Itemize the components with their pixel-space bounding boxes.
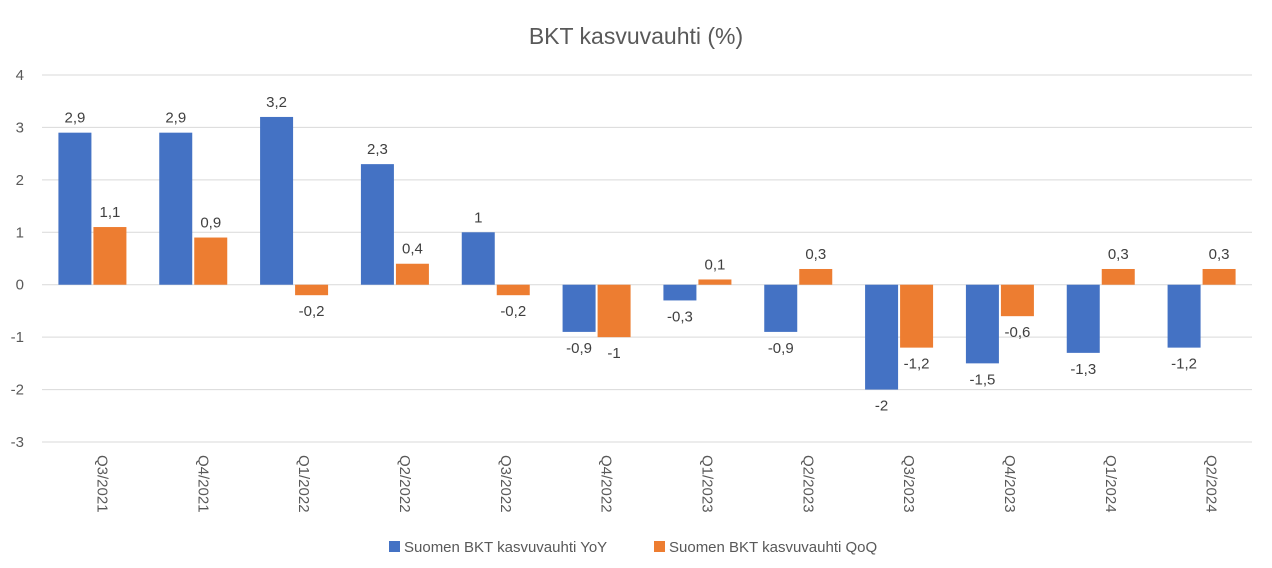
bar-yoy	[965, 284, 999, 364]
bar-qoq	[900, 284, 934, 348]
bar-qoq	[295, 284, 329, 296]
legend-swatch-qoq	[654, 541, 665, 552]
x-tick-label: Q2/2022	[396, 455, 413, 513]
x-axis-ticks: Q3/2021 Q4/2021 Q1/2022 Q2/2022 Q3/2022 Q4/20…	[93, 455, 1219, 513]
legend-swatch-yoy	[389, 541, 400, 552]
data-labels: 2,9 1,1 2,9 0,9 3,2 -0,2 2,3 0,4 1 -0,2 -0,9 -1 -0,3…	[64, 94, 1229, 415]
data-label: 2,9	[165, 110, 186, 127]
data-label: 2,3	[367, 141, 388, 158]
data-label: 0,3	[805, 246, 826, 263]
data-label: 1,1	[99, 204, 120, 221]
bar-qoq	[1101, 268, 1135, 285]
bar-qoq	[698, 279, 732, 285]
x-tick-label: Q1/2024	[1102, 455, 1119, 513]
data-label: -2	[875, 398, 888, 415]
x-tick-label: Q1/2022	[295, 455, 312, 513]
bar-qoq	[597, 284, 631, 338]
bar-yoy	[865, 284, 899, 390]
legend-label-yoy: Suomen BKT kasvuvauhti YoY	[404, 539, 607, 556]
bar-yoy	[260, 116, 294, 285]
bar-yoy	[360, 164, 394, 285]
bar-yoy	[1167, 284, 1201, 348]
data-label: 3,2	[266, 94, 287, 111]
y-tick-label: 2	[16, 172, 24, 189]
data-label: -0,6	[1004, 324, 1030, 341]
x-tick-label: Q3/2021	[93, 455, 110, 513]
data-label: -0,9	[566, 340, 592, 357]
x-tick-label: Q2/2024	[1203, 455, 1220, 513]
data-label: -0,9	[768, 340, 794, 357]
y-tick-label: -1	[11, 329, 24, 346]
x-tick-label: Q4/2023	[1001, 455, 1018, 513]
data-label: 0,1	[704, 256, 725, 273]
gridlines	[42, 74, 1252, 443]
y-tick-label: -3	[11, 434, 24, 451]
data-label: -1	[607, 345, 620, 362]
y-tick-label: -2	[11, 382, 24, 399]
data-label: -1,5	[969, 371, 995, 388]
bar-qoq	[93, 227, 127, 285]
legend: Suomen BKT kasvuvauhti YoY Suomen BKT ka…	[389, 539, 877, 556]
y-tick-label: 0	[16, 277, 24, 294]
data-label: -1,3	[1070, 361, 1096, 378]
x-tick-label: Q3/2022	[497, 455, 514, 513]
data-label: -0,3	[667, 308, 693, 325]
x-tick-label: Q3/2023	[900, 455, 917, 513]
x-tick-label: Q4/2021	[194, 455, 211, 513]
bar-qoq	[496, 284, 530, 296]
y-tick-label: 4	[16, 67, 24, 84]
x-tick-label: Q2/2023	[799, 455, 816, 513]
data-label: 0,3	[1108, 246, 1129, 263]
bar-yoy	[461, 232, 495, 285]
data-label: -1,2	[904, 356, 930, 373]
data-label: 0,3	[1209, 246, 1230, 263]
data-label: -0,2	[299, 303, 325, 320]
bar-qoq	[395, 263, 429, 285]
bars	[58, 116, 1236, 390]
bar-yoy	[1066, 284, 1100, 353]
y-tick-label: 3	[16, 119, 24, 136]
y-tick-label: 1	[16, 224, 24, 241]
data-label: 0,9	[200, 215, 221, 232]
bar-yoy	[764, 284, 798, 332]
bar-yoy	[562, 284, 596, 332]
bar-qoq	[1000, 284, 1034, 317]
bar-yoy	[159, 132, 193, 285]
bar-qoq	[799, 268, 833, 285]
data-label: 0,4	[402, 241, 423, 258]
x-tick-label: Q4/2022	[598, 455, 615, 513]
legend-label-qoq: Suomen BKT kasvuvauhti QoQ	[669, 539, 877, 556]
bar-qoq	[194, 237, 228, 285]
bar-yoy	[58, 132, 92, 285]
chart-title: BKT kasvuvauhti (%)	[529, 23, 743, 49]
bar-yoy	[663, 284, 697, 301]
data-label: -0,2	[500, 303, 526, 320]
bar-qoq	[1202, 268, 1236, 285]
x-tick-label: Q1/2023	[698, 455, 715, 513]
data-label: 2,9	[64, 110, 85, 127]
data-label: -1,2	[1171, 356, 1197, 373]
y-axis-ticks: 4 3 2 1 0 -1 -2 -3	[11, 67, 24, 451]
data-label: 1	[474, 209, 482, 226]
